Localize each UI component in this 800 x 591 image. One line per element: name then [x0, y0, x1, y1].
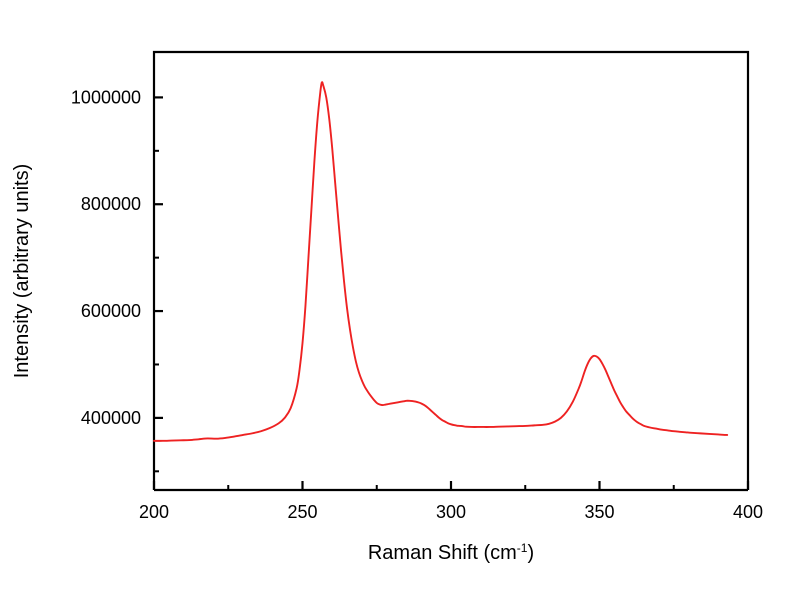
y-tick-label: 800000: [81, 194, 141, 214]
x-axis-title: Raman Shift (cm-1): [368, 541, 534, 564]
y-axis-tick-labels: 400000 600000 800000 1000000: [71, 87, 141, 427]
x-tick-label: 400: [733, 502, 763, 522]
y-tick-label: 400000: [81, 408, 141, 428]
y-tick-label: 600000: [81, 301, 141, 321]
y-tick-label: 1000000: [71, 87, 141, 107]
x-tick-label: 300: [436, 502, 466, 522]
x-tick-label: 200: [139, 502, 169, 522]
plot-frame: [152, 50, 750, 490]
x-tick-label: 250: [287, 502, 317, 522]
raman-spectrum-curve: [153, 81, 729, 442]
y-axis-title: Intensity (arbitrary units): [11, 164, 33, 379]
x-axis-tick-labels: 200 250 300 350 400: [139, 502, 763, 522]
x-tick-label: 350: [584, 502, 614, 522]
